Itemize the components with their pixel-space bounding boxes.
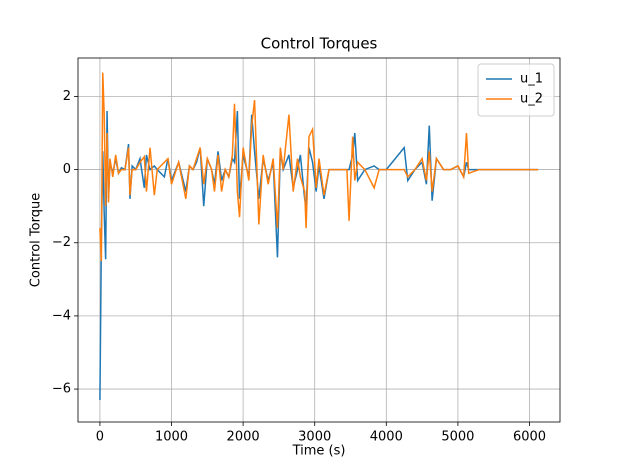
x-tick-label: 1000 — [155, 430, 188, 445]
data-line — [99, 111, 539, 401]
x-tick-label: 0 — [96, 430, 104, 445]
legend-box — [477, 63, 555, 117]
data-line — [99, 72, 539, 262]
y-tick-label: 2 — [63, 89, 71, 104]
y-axis-label: Control Torque — [29, 193, 44, 287]
y-tick-label: 0 — [63, 162, 71, 177]
x-tick-label: 5000 — [441, 430, 474, 445]
legend-label: u_1 — [520, 72, 543, 87]
x-tick-label: 4000 — [370, 430, 403, 445]
y-tick-label: −4 — [52, 308, 71, 323]
x-axis-label: Time (s) — [292, 444, 346, 459]
x-tick-label: 3000 — [298, 430, 331, 445]
axes-frame — [77, 57, 561, 423]
x-tick-label: 2000 — [227, 430, 260, 445]
legend-label: u_2 — [520, 92, 543, 107]
chart-title: Control Torques — [261, 35, 378, 53]
y-tick-label: −6 — [52, 382, 71, 397]
x-tick-label: 6000 — [513, 430, 546, 445]
y-tick-label: −2 — [52, 235, 71, 250]
